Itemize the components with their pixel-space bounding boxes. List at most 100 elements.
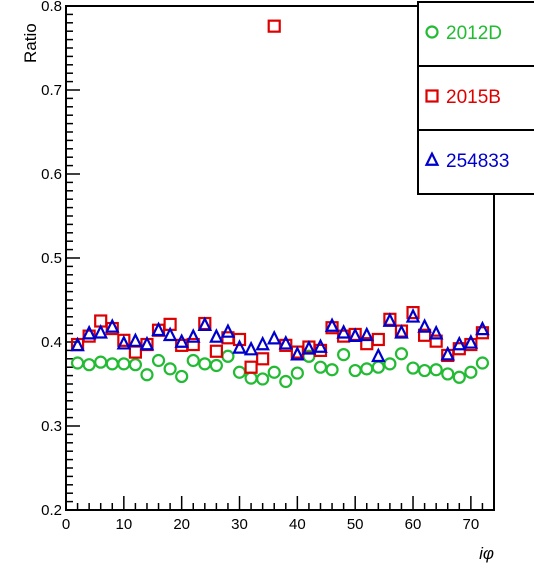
- data-point-circle: [290, 366, 304, 380]
- data-point-square: [279, 338, 293, 352]
- legend-label: 2015B: [446, 87, 501, 108]
- x-tick-label: 30: [231, 516, 248, 533]
- data-point-circle: [279, 374, 293, 389]
- data-point-circle: [198, 357, 212, 371]
- data-point-circle: [151, 353, 166, 368]
- data-point-circle: [417, 363, 432, 378]
- y-tick-label: 0.5: [41, 250, 62, 267]
- data-point-triangle: [197, 316, 213, 332]
- data-point-triangle: [70, 336, 85, 352]
- data-point-triangle: [424, 151, 440, 166]
- data-point-triangle: [243, 340, 259, 356]
- data-point-square: [429, 334, 443, 348]
- data-point-triangle: [324, 317, 340, 332]
- data-point-triangle: [93, 323, 108, 339]
- data-point-square: [232, 332, 247, 347]
- data-point-circle: [94, 355, 108, 369]
- x-axis: 0 10 20 30 40 50 60 70: [62, 496, 495, 533]
- data-point-circle: [441, 367, 455, 381]
- data-point-circle: [267, 365, 281, 379]
- data-point-circle: [325, 363, 339, 377]
- data-point-circle: [360, 362, 374, 376]
- data-point-triangle: [313, 338, 328, 353]
- data-point-circle: [313, 360, 328, 374]
- data-point-triangle: [417, 318, 432, 333]
- data-point-triangle: [278, 334, 294, 350]
- x-tick-label: 60: [405, 516, 422, 533]
- data-point-triangle: [266, 329, 282, 345]
- y-tick-label: 0.3: [41, 418, 62, 435]
- y-axis: 0.2 0.3 0.4 0.5 0.6 0.7 0.8: [41, 0, 80, 519]
- data-point-square: [256, 352, 270, 366]
- data-point-circle: [256, 372, 270, 386]
- y-tick-label: 0.7: [41, 82, 62, 99]
- data-point-triangle: [255, 335, 270, 351]
- data-point-triangle: [128, 332, 143, 348]
- x-tick-label: 0: [62, 516, 70, 533]
- data-point-circle: [452, 370, 466, 384]
- series-254833: [70, 308, 490, 363]
- data-point-circle: [464, 365, 478, 379]
- legend-label: 254833: [446, 151, 509, 172]
- data-point-circle: [425, 25, 439, 39]
- data-point-triangle: [428, 324, 444, 340]
- data-point-square: [105, 321, 119, 336]
- data-point-triangle: [209, 328, 224, 343]
- data-point-circle: [105, 357, 119, 371]
- data-point-triangle: [405, 308, 421, 323]
- data-point-triangle: [475, 320, 490, 336]
- data-point-square: [267, 19, 281, 33]
- data-point-square: [325, 321, 339, 335]
- y-tick-label: 0.4: [41, 334, 62, 351]
- x-axis-label: iφ: [479, 544, 494, 563]
- x-tick-label: 50: [347, 516, 364, 533]
- data-point-triangle: [185, 328, 201, 343]
- data-point-circle: [475, 356, 490, 370]
- data-point-circle: [186, 353, 200, 368]
- data-point-triangle: [220, 323, 236, 338]
- data-point-square: [186, 337, 200, 352]
- data-point-triangle: [336, 323, 351, 339]
- data-point-square: [406, 306, 420, 320]
- series-2012D: [70, 347, 490, 389]
- data-point-circle: [383, 357, 397, 371]
- data-point-triangle: [81, 324, 97, 340]
- x-tick-label: 40: [289, 516, 306, 533]
- data-point-triangle: [139, 335, 155, 351]
- data-point-square: [117, 333, 131, 347]
- data-point-triangle: [440, 345, 456, 361]
- data-point-triangle: [116, 334, 132, 350]
- data-point-square: [128, 345, 143, 359]
- data-point-triangle: [290, 345, 305, 361]
- data-point-triangle: [151, 321, 166, 337]
- data-point-circle: [163, 362, 177, 376]
- data-point-circle: [128, 358, 143, 372]
- data-point-triangle: [162, 326, 178, 342]
- data-point-circle: [140, 368, 154, 382]
- data-point-square: [209, 344, 223, 358]
- data-point-square: [464, 337, 478, 352]
- data-point-square: [244, 360, 258, 374]
- data-point-triangle: [104, 318, 120, 333]
- data-point-circle: [406, 361, 420, 375]
- data-series: [70, 19, 490, 389]
- data-point-triangle: [382, 312, 398, 327]
- data-point-circle: [337, 348, 351, 362]
- data-point-circle: [221, 349, 235, 363]
- x-tick-label: 20: [173, 516, 190, 533]
- data-point-circle: [175, 369, 189, 384]
- data-point-triangle: [232, 339, 247, 354]
- data-point-circle: [209, 358, 223, 373]
- data-point-triangle: [359, 326, 375, 342]
- data-point-triangle: [394, 323, 409, 339]
- legend: 2012D 2015B 254833: [417, 1, 534, 195]
- y-tick-label: 0.8: [41, 0, 62, 15]
- data-point-triangle: [301, 339, 317, 355]
- data-point-circle: [82, 358, 96, 372]
- data-point-square: [425, 89, 439, 103]
- data-point-triangle: [371, 347, 386, 363]
- y-tick-label: 0.2: [41, 502, 62, 519]
- data-point-circle: [371, 360, 385, 374]
- data-point-circle: [117, 357, 131, 371]
